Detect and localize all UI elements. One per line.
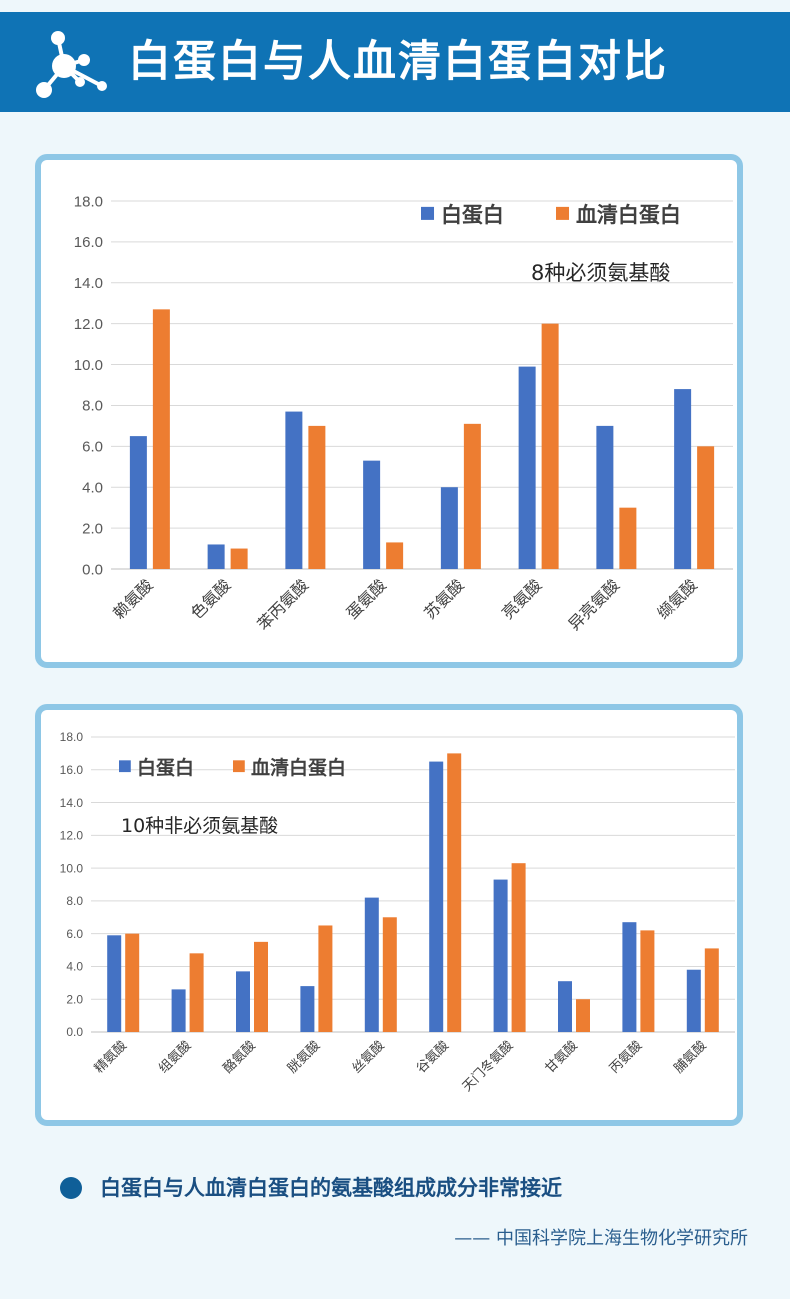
bar-albumin: [622, 922, 637, 1032]
y-tick-label: 16.0: [74, 234, 103, 251]
x-category-label: 组氨酸: [156, 1038, 194, 1076]
page-title: 白蛋白与人血清白蛋白对比: [128, 37, 668, 87]
y-tick-label: 10.0: [60, 861, 84, 875]
bar-serum-albumin: [463, 423, 481, 569]
y-tick-label: 4.0: [82, 479, 103, 496]
bar-serum-albumin: [308, 425, 326, 569]
bar-albumin: [429, 761, 444, 1032]
bar-serum-albumin: [511, 863, 526, 1032]
bar-serum-albumin: [576, 999, 590, 1032]
bar-serum-albumin: [619, 507, 637, 569]
x-category-label: 亮氨酸: [498, 575, 545, 622]
chart-annotation: 10种非必须氨基酸: [121, 815, 278, 837]
molecule-logo-icon: [36, 31, 107, 98]
bar-albumin: [285, 411, 303, 569]
bar-serum-albumin: [704, 948, 719, 1032]
bar-albumin: [171, 989, 186, 1032]
y-tick-label: 0.0: [82, 561, 103, 578]
legend-swatch: [556, 206, 570, 220]
x-category-label: 胱氨酸: [285, 1038, 323, 1076]
bar-serum-albumin: [382, 917, 397, 1032]
header-banner: 白蛋白与人血清白蛋白对比: [0, 12, 790, 112]
bar-serum-albumin: [697, 446, 715, 569]
bar-chart-essential-amino-acids: 0.0 2.0 4.0 6.0 8.0 10.0 12.0 14.0 16.0 18.0 赖氨酸 色氨…: [74, 193, 733, 634]
y-tick-label: 12.0: [74, 316, 103, 333]
x-category-label: 赖氨酸: [109, 575, 156, 622]
bullet-dot-icon: [60, 1177, 82, 1199]
bar-serum-albumin: [189, 953, 204, 1032]
y-tick-label: 0.0: [66, 1025, 83, 1039]
legend-label: 白蛋白: [137, 756, 194, 779]
x-category-label: 丝氨酸: [349, 1038, 387, 1076]
y-tick-label: 10.0: [74, 357, 103, 374]
y-tick-label: 12.0: [60, 829, 84, 843]
bar-albumin: [674, 389, 692, 569]
legend-swatch: [421, 206, 435, 220]
y-tick-label: 4.0: [66, 960, 83, 974]
legend-label: 血清白蛋白: [576, 203, 681, 227]
y-tick-label: 18.0: [60, 730, 84, 744]
bar-serum-albumin: [125, 933, 140, 1032]
y-tick-label: 18.0: [74, 193, 103, 210]
conclusion-text: 白蛋白与人血清白蛋白的氨基酸组成成分非常接近: [100, 1176, 562, 1200]
bar-serum-albumin: [541, 323, 559, 569]
bar-serum-albumin: [152, 309, 170, 569]
x-category-label: 缬氨酸: [654, 575, 701, 622]
bar-albumin: [364, 897, 379, 1032]
legend-swatch: [233, 760, 245, 773]
y-tick-label: 6.0: [82, 439, 103, 456]
x-category-label: 甘氨酸: [543, 1038, 581, 1076]
bar-albumin: [440, 487, 458, 569]
bar-albumin: [236, 971, 250, 1032]
y-tick-label: 14.0: [60, 796, 84, 810]
bar-albumin: [493, 879, 508, 1032]
bar-serum-albumin: [640, 930, 655, 1032]
bar-albumin: [107, 935, 122, 1032]
legend-label: 血清白蛋白: [251, 756, 346, 779]
x-category-label: 酪氨酸: [220, 1038, 259, 1077]
bar-albumin: [686, 969, 701, 1032]
bar-serum-albumin: [386, 542, 404, 569]
legend-swatch: [119, 760, 131, 773]
x-category-label: 谷氨酸: [414, 1038, 452, 1076]
x-category-label: 天门冬氨酸: [459, 1038, 516, 1095]
bar-albumin: [363, 460, 381, 569]
source-attribution: —— 中国科学院上海生物化学研究所: [454, 1228, 748, 1249]
x-category-label: 精氨酸: [92, 1038, 130, 1076]
chart-panel-essential: 0.0 2.0 4.0 6.0 8.0 10.0 12.0 14.0 16.0 18.0 赖氨酸 色氨…: [35, 154, 743, 668]
bar-albumin: [558, 981, 572, 1032]
bar-albumin: [129, 436, 147, 569]
bar-serum-albumin: [230, 548, 248, 569]
bar-serum-albumin: [318, 925, 333, 1032]
y-tick-label: 2.0: [82, 520, 103, 537]
x-category-label: 脯氨酸: [671, 1038, 709, 1076]
bar-albumin: [300, 986, 315, 1032]
x-category-label: 异亮氨酸: [565, 575, 624, 634]
y-tick-label: 6.0: [66, 927, 83, 941]
bar-serum-albumin: [254, 941, 268, 1032]
x-category-label: 蛋氨酸: [343, 575, 390, 622]
y-tick-label: 14.0: [74, 275, 103, 292]
bar-albumin: [596, 425, 614, 569]
x-category-label: 丙氨酸: [607, 1038, 645, 1076]
x-category-label: 苯丙氨酸: [254, 575, 313, 634]
bar-albumin: [207, 544, 225, 569]
x-category-label: 苏氨酸: [420, 575, 467, 622]
bar-serum-albumin: [447, 753, 462, 1032]
y-tick-label: 16.0: [60, 763, 84, 777]
legend-label: 白蛋白: [441, 203, 504, 227]
bar-albumin: [518, 366, 536, 569]
chart-annotation: 8种必须氨基酸: [531, 261, 670, 285]
chart-panel-nonessential: 0.0 2.0 4.0 6.0 8.0 10.0 12.0 14.0 16.0 18.0 精氨酸 组氨…: [35, 704, 743, 1126]
y-tick-label: 8.0: [82, 398, 103, 415]
y-tick-label: 2.0: [66, 992, 83, 1006]
bar-chart-nonessential-amino-acids: 0.0 2.0 4.0 6.0 8.0 10.0 12.0 14.0 16.0 18.0 精氨酸 组氨…: [60, 730, 735, 1095]
x-category-label: 色氨酸: [187, 575, 234, 622]
y-tick-label: 8.0: [66, 894, 83, 908]
